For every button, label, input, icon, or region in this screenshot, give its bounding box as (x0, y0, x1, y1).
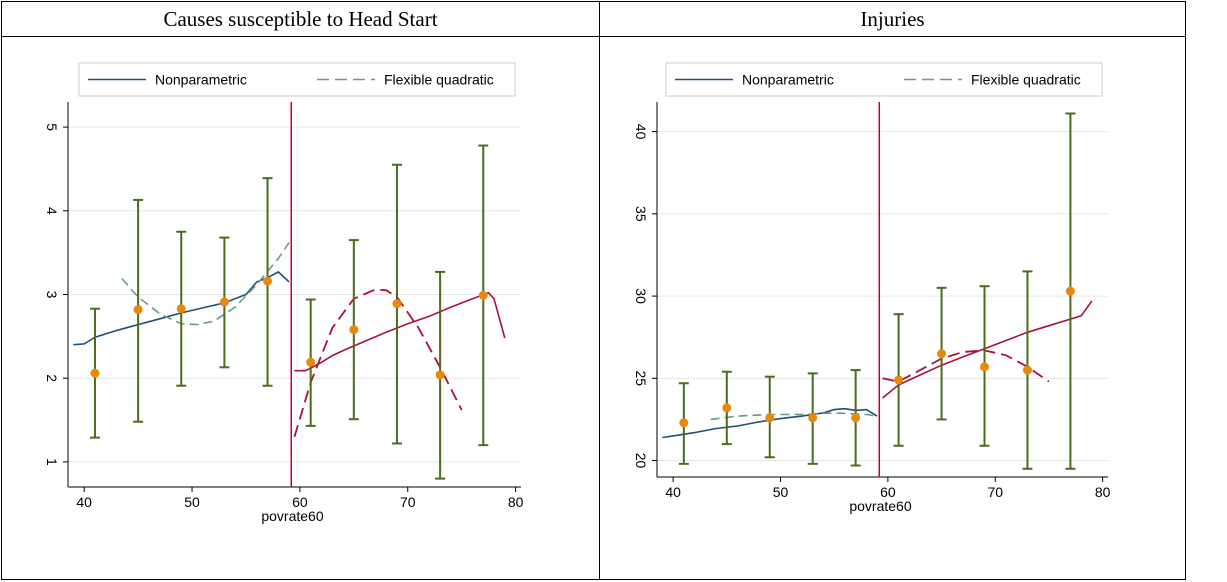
series-quadratic-left (710, 412, 878, 421)
x-tick-label: 80 (508, 494, 524, 510)
x-tick-label: 60 (292, 494, 308, 510)
panel-title-left: Causes susceptible to Head Start (163, 7, 438, 31)
data-point (133, 305, 143, 315)
series-nonparametric-left (662, 407, 878, 439)
x-tick-label: 40 (665, 484, 681, 500)
legend-label-nonparametric: Nonparametric (155, 72, 247, 88)
y-tick-label: 30 (633, 288, 649, 304)
data-point (263, 276, 273, 286)
y-tick-label: 2 (44, 374, 60, 382)
chart-panel-2: 20 25 30 35 40 40 50 60 70 80 povrate60 Nonparametr… (617, 48, 1125, 520)
data-point (1022, 365, 1032, 375)
y-tick-label: 20 (633, 453, 649, 469)
data-point (435, 370, 445, 380)
panel-title-right: Injuries (860, 7, 925, 31)
data-point (980, 362, 990, 372)
plot-background (28, 48, 536, 520)
x-axis-label: povrate60 (261, 508, 323, 524)
title-divider (2, 36, 1185, 37)
series-quadratic-right (882, 349, 1050, 383)
data-point (679, 418, 689, 428)
x-tick-label: 70 (987, 484, 1003, 500)
series-quadratic-right (293, 288, 463, 438)
data-point (894, 375, 904, 385)
data-point (392, 299, 402, 309)
data-point (306, 357, 316, 367)
data-point (808, 413, 818, 423)
x-tick-label: 50 (184, 494, 200, 510)
legend-label-quadratic: Flexible quadratic (971, 72, 1081, 88)
legend-label-quadratic: Flexible quadratic (384, 72, 494, 88)
y-tick-label: 35 (633, 206, 649, 222)
data-point (176, 304, 186, 314)
data-point (722, 403, 732, 413)
y-tick-label: 25 (633, 371, 649, 387)
data-point (478, 290, 488, 300)
figure-frame: Causes susceptible to Head Start Injurie… (1, 1, 1186, 580)
x-tick-label: 40 (76, 494, 92, 510)
data-point (219, 297, 229, 307)
data-point (937, 349, 947, 359)
y-tick-label: 4 (44, 207, 60, 215)
series-nonparametric-right (881, 300, 1093, 399)
panel-divider (599, 2, 600, 579)
y-tick-label: 5 (44, 123, 60, 131)
data-point (349, 325, 359, 335)
data-point (851, 413, 861, 423)
y-tick-label: 40 (633, 124, 649, 140)
y-tick-label: 1 (44, 458, 60, 466)
x-tick-label: 50 (773, 484, 789, 500)
x-tick-label: 70 (400, 494, 416, 510)
plot-background (617, 48, 1125, 520)
x-tick-label: 60 (880, 484, 896, 500)
data-point (765, 413, 775, 423)
legend-label-nonparametric: Nonparametric (742, 72, 834, 88)
data-point (1065, 286, 1075, 296)
data-point (90, 368, 100, 378)
x-tick-label: 80 (1095, 484, 1111, 500)
legend-box (78, 62, 516, 97)
y-tick-label: 3 (44, 291, 60, 299)
legend-box (665, 62, 1103, 97)
chart-panel-1: 1 2 3 4 5 40 50 60 70 80 povrate60 Nonparametric Fle… (28, 48, 536, 524)
x-axis-label: povrate60 (849, 498, 911, 514)
